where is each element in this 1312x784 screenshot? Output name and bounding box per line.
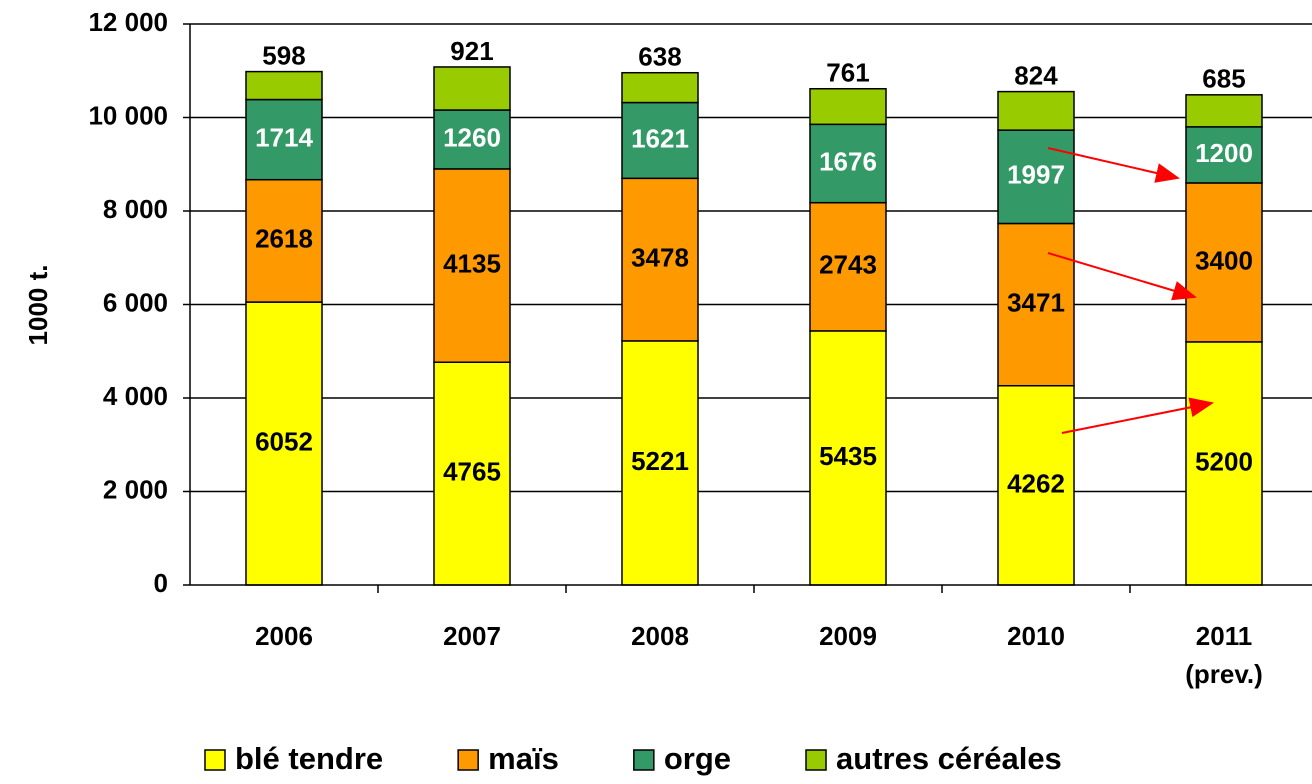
x-tick-label: 2008 [631,621,689,651]
y-tick-label: 10 000 [88,100,168,130]
data-label: 921 [450,36,493,66]
bar-segment [621,101,699,180]
bar-segment [621,340,699,586]
data-label: 4262 [1007,468,1065,498]
bar-segment [1185,182,1263,343]
legend-label: autres céréales [836,741,1062,776]
bar-segment [997,385,1075,586]
bar-segment [809,330,887,586]
data-label: 5200 [1195,446,1253,476]
data-label: 3471 [1007,287,1065,317]
data-label: 638 [638,42,681,72]
data-label: 5435 [819,441,877,471]
y-tick-label: 2 000 [103,474,168,504]
y-tick-label: 12 000 [88,7,168,37]
bar-segment [621,71,699,104]
legend-swatch [457,749,479,771]
bar-segment [621,177,699,342]
legend-swatch [805,749,827,771]
bar-segment [433,168,511,363]
data-label: 761 [826,58,869,88]
data-label: 3400 [1195,245,1253,275]
annotation-arrows [1047,147,1214,434]
bar-segment [997,222,1075,387]
data-label: 2743 [819,250,877,280]
x-tick-label: 2009 [819,621,877,651]
data-label: 4765 [443,456,501,486]
y-axis-title: 1000 t. [23,265,53,346]
legend-label: orge [664,741,731,776]
data-label: 2618 [255,224,313,254]
x-tick-label: 2010 [1007,621,1065,651]
bar-segment [245,98,323,181]
bar-segment [997,90,1075,131]
legend-swatch [633,749,655,771]
bar-segment [809,87,887,126]
x-tick-label: 2006 [255,621,313,651]
bar-segment [245,70,323,101]
y-tick-label: 6 000 [103,287,168,317]
data-label: 1714 [255,122,313,152]
data-label: 3478 [631,242,689,272]
data-label: 1621 [631,123,689,153]
x-tick-label: 2011 (prev.) [1185,621,1263,689]
data-label: 685 [1202,64,1245,94]
data-label: 1676 [819,146,877,176]
bar-segment [997,129,1075,225]
bar-segment [245,178,323,303]
bar-segment [433,109,511,170]
data-label: 5221 [631,446,689,476]
data-label: 824 [1014,60,1058,90]
bar-segment [809,201,887,332]
data-label: 598 [262,40,305,70]
data-label: 6052 [255,426,313,456]
y-tick-label: 0 [154,568,168,598]
y-tick-label: 8 000 [103,194,168,224]
legend-label: blé tendre [235,741,383,776]
legend-swatch [204,749,226,771]
data-label: 1997 [1007,160,1065,190]
x-tick-label: 2007 [443,621,501,651]
data-label: 1200 [1195,138,1253,168]
bar-segment [1185,94,1263,128]
bar-segment [433,66,511,111]
y-tick-label: 4 000 [103,381,168,411]
legend-label: maïs [488,741,559,776]
bar-segment [1185,341,1263,586]
data-label: 1260 [443,122,501,152]
data-label: 4135 [443,248,501,278]
